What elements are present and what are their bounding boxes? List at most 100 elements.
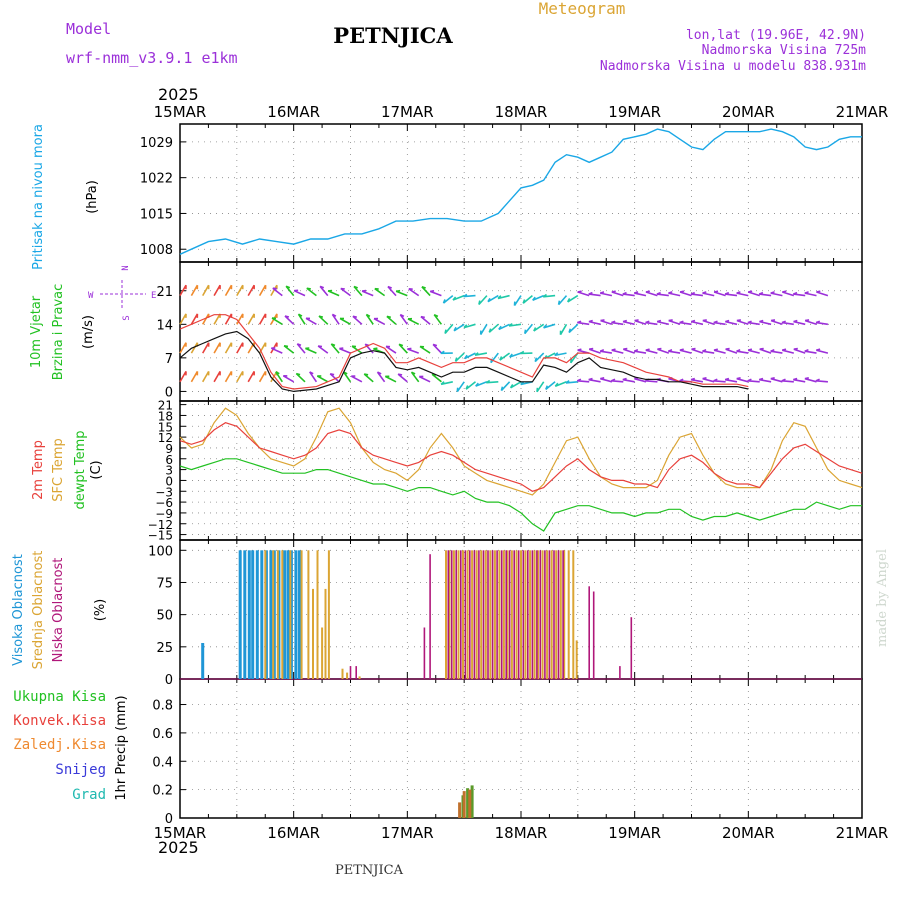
mid-cloud-bar (452, 550, 455, 679)
low-cloud-bar (527, 550, 529, 679)
high-cloud-bar (286, 550, 290, 679)
wind-arrow (293, 289, 306, 297)
wind-arrow (782, 349, 794, 354)
wind-arrow (419, 345, 431, 354)
wind-arrowhead (589, 347, 594, 350)
wind-arrow (702, 319, 715, 326)
wind-arrowhead (568, 328, 572, 333)
high-cloud-bar (260, 550, 264, 679)
wind-arrow (397, 373, 408, 383)
low-cloud-bar (505, 550, 507, 679)
wind-arrowhead (611, 320, 616, 324)
wind-arrow (747, 321, 760, 326)
wind-arrow (815, 380, 828, 383)
date-label-bottom: 17MAR (381, 824, 434, 842)
mid-cloud-bar (312, 588, 314, 679)
wind-arrow (622, 378, 635, 383)
wind-arrow (224, 371, 233, 383)
low-cloud-bar (592, 591, 595, 679)
wind-arrow (456, 381, 465, 393)
wind-arrow (793, 293, 806, 297)
wind-arrow (213, 284, 221, 296)
wind-arrow (444, 323, 454, 335)
wind-arrow (270, 284, 278, 296)
date-label-top: 21MAR (836, 103, 889, 121)
convective-precip-bar (458, 802, 462, 818)
wind-arrowhead (611, 348, 616, 351)
high-cloud-bar (243, 550, 247, 679)
wind-arrowhead (488, 328, 492, 333)
wind-arrow (339, 317, 351, 326)
credit-label: made by Angel (875, 549, 890, 647)
wind-arrowhead (770, 319, 776, 322)
high-cloud-bar (201, 643, 205, 679)
compass-n: N (121, 265, 131, 270)
wind-arrowhead (679, 290, 685, 293)
temperature-tick-label: 18 (158, 409, 173, 423)
mid-cloud-bar (546, 550, 549, 679)
wind-arrowhead (758, 377, 764, 381)
high-cloud-bar (294, 550, 298, 679)
wind-arrow (318, 315, 329, 325)
date-label-top: 17MAR (381, 103, 434, 121)
low-cloud-label: Niska Oblacnost (51, 558, 66, 663)
wind-arrowhead (611, 290, 616, 293)
wind-arrow (213, 371, 221, 383)
wind-arrow (524, 323, 534, 335)
temperature-tick-label: −12 (148, 518, 173, 532)
wind-arrowhead (330, 373, 335, 376)
wind-arrow (305, 347, 317, 354)
wind-arrowhead (645, 348, 650, 351)
low-cloud-bar (487, 550, 489, 679)
wind-tick-label: 14 (156, 318, 173, 333)
wind-gust-line (179, 314, 749, 390)
wind-arrow (395, 290, 408, 297)
low-cloud-bar (355, 666, 357, 679)
mid-cloud-bar (321, 627, 324, 679)
wind-arrow (420, 315, 431, 325)
model-elevation-label: Nadmorska Visina u modelu 838.931m (600, 59, 866, 74)
precip-tick-labels: 0 0.2 0.4 0.6 0.8 (152, 699, 173, 827)
wind-arrow (295, 373, 306, 383)
wind-arrowhead (397, 373, 403, 376)
wind-arrowhead (634, 291, 639, 294)
wind-arrow (421, 286, 431, 297)
wind-arrow (793, 348, 806, 354)
precip-tick-label: 0 (165, 812, 173, 827)
low-cloud-bar (469, 550, 471, 679)
wind-arrowhead (452, 296, 457, 301)
wind-arrowhead (362, 289, 367, 292)
mid-cloud-bar (502, 550, 505, 679)
wind-arrow (565, 381, 578, 384)
wind-arrow (702, 292, 715, 297)
wind-arrow (317, 345, 329, 354)
wind-arrow (453, 323, 465, 332)
panel-frames (179, 123, 863, 819)
wind-arrow (588, 378, 601, 383)
wind-arrowhead (713, 320, 718, 324)
wind-arrowhead (793, 347, 798, 350)
low-cloud-bar (473, 550, 476, 679)
wind-arrow (329, 373, 340, 383)
wind-arrowhead (759, 347, 764, 350)
convective-label: Konvek.Kisa (13, 713, 106, 729)
wind-arrowhead (519, 350, 525, 355)
wind-arrowhead (816, 290, 821, 293)
wind-arrow (588, 293, 601, 297)
mid-cloud-bar (489, 550, 492, 679)
wind-arrowhead (366, 313, 371, 318)
wind-arrow (600, 319, 613, 326)
wind-arrowhead (430, 290, 435, 293)
wind-arrow (611, 349, 624, 354)
wind-arrow (804, 350, 817, 354)
wind-arrow (407, 318, 420, 326)
wind-arrow (634, 319, 647, 326)
wind-ylabel-2: Brzina i Pravac (51, 284, 66, 381)
wind-arrow (555, 381, 567, 388)
wind-arrowhead (554, 352, 559, 357)
wind-arrow (490, 352, 499, 364)
cloud-bars (180, 550, 862, 680)
wind-arrow (498, 323, 510, 331)
wind-arrowhead (432, 343, 438, 347)
wind-arrow (657, 348, 670, 354)
